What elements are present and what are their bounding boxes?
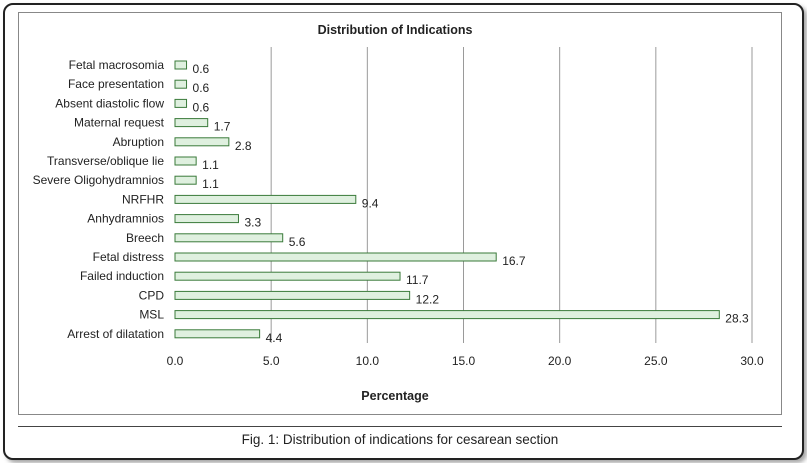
chart-title: Distribution of Indications [318,23,473,37]
figure-caption: Fig. 1: Distribution of indications for … [241,432,559,447]
x-tick-label: 0.0 [167,354,184,368]
bar [174,310,720,320]
bar [174,194,357,204]
caption-divider [18,426,782,427]
category-label: Maternal request [74,116,165,130]
bar [174,156,197,166]
bar [174,290,411,300]
bar [174,233,284,243]
category-label: Abruption [113,135,164,149]
value-label: 1.7 [214,120,231,134]
category-label: Severe Oligohydramnios [33,173,164,187]
value-label: 1.1 [202,177,219,191]
x-tick-label: 15.0 [452,354,476,368]
category-label: Absent diastolic flow [55,96,164,110]
bar [174,60,188,70]
bar [174,214,239,224]
x-tick-label: 30.0 [740,354,764,368]
category-labels: Fetal macrosomia Face presentation Absent … [33,58,165,341]
category-label: CPD [139,288,165,302]
value-label: 5.6 [289,235,306,249]
category-label: MSL [139,308,164,322]
x-tick-label: 5.0 [263,354,280,368]
bar [174,118,209,128]
category-label: Fetal macrosomia [69,58,165,72]
x-tick-label: 10.0 [356,354,380,368]
value-label: 1.1 [202,158,219,172]
value-label: 0.6 [193,62,210,76]
value-label: 0.6 [193,100,210,114]
category-label: Anhydramnios [87,212,164,226]
x-tick-label: 20.0 [548,354,572,368]
bar [174,137,230,147]
value-label: 2.8 [235,139,252,153]
chart-panel: Distribution of Indications Fetal macros… [18,12,782,415]
figure-frame [3,3,804,460]
value-label: 12.2 [416,292,440,306]
category-label: Fetal distress [93,250,164,264]
x-tick-labels: 0.0 5.0 10.0 15.0 20.0 25.0 30.0 [167,354,764,368]
value-labels: 0.6 0.6 0.6 1.7 2.8 1.1 1.1 9.4 3.3 5.6 16.7 11.7 12… [193,62,749,345]
category-label: Failed induction [80,269,164,283]
category-label: Transverse/oblique lie [47,154,164,168]
value-label: 11.7 [406,273,429,287]
value-label: 3.3 [244,216,261,230]
bar-chart: Distribution of Indications Fetal macros… [33,23,764,403]
x-tick-label: 25.0 [644,354,668,368]
category-label: NRFHR [122,192,164,206]
value-label: 9.4 [362,196,379,210]
bars [174,60,720,339]
bar [174,98,188,108]
value-label: 0.6 [193,81,210,95]
bar [174,271,401,281]
x-axis-label: Percentage [361,389,428,403]
bar [174,79,188,89]
category-label: Breech [126,231,164,245]
bar [174,175,197,185]
value-label: 16.7 [502,254,526,268]
category-label: Arrest of dilatation [67,327,164,341]
category-label: Face presentation [68,77,164,91]
bar [174,252,497,262]
bar [174,329,261,339]
value-label: 4.4 [266,331,283,345]
value-label: 28.3 [725,312,749,326]
